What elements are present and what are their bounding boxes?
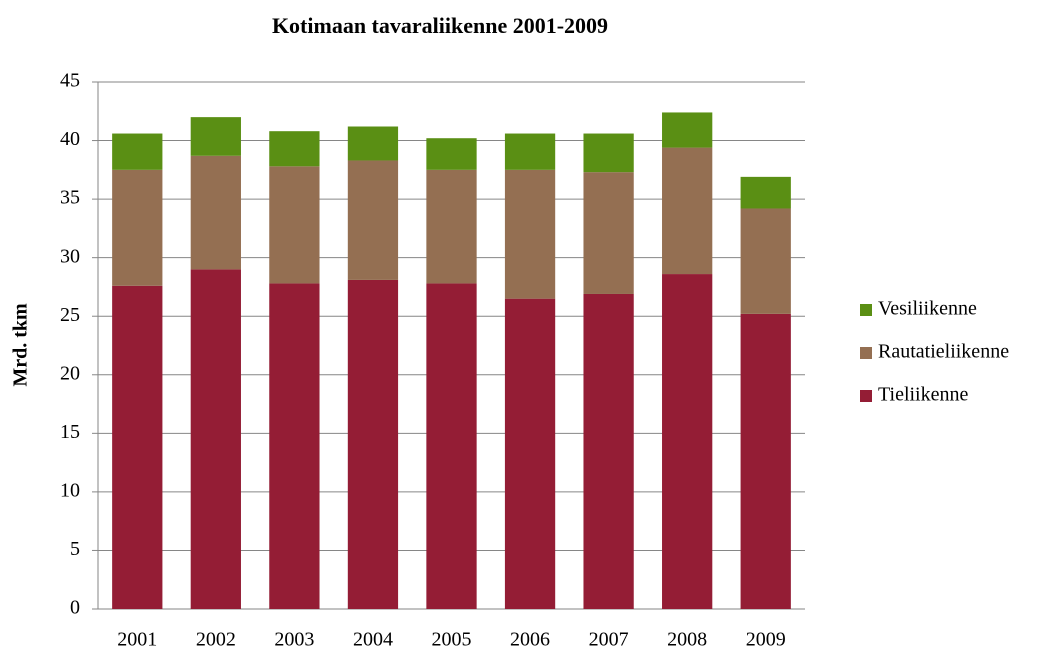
legend-swatch [860,390,872,402]
bar-segment [583,133,634,173]
bar-segment [583,172,634,294]
x-tick-label: 2008 [667,629,707,651]
bar-segment [190,269,241,609]
bar-segment [269,283,320,609]
bar-segment [269,166,320,284]
bar-segment [504,298,556,609]
x-tick-label: 2007 [589,629,629,651]
bar-segment [190,117,241,156]
x-tick-label: 2004 [353,629,393,651]
bar-segment [662,112,713,148]
bar-segment [190,155,241,270]
bar-segment [426,169,477,284]
bar-segment [662,274,713,609]
bar-segment [347,160,399,280]
legend-swatch [860,304,872,316]
legend-label: Vesiliikenne [878,298,977,320]
x-tick-label: 2005 [432,629,472,651]
bar-segment [112,285,163,609]
y-tick-label: 40 [60,128,80,150]
bar-segment [583,293,634,609]
bar-segment [740,176,791,209]
y-axis-label: Mrd. tkm [10,303,32,387]
y-tick-label: 0 [70,597,80,619]
bar-segment [662,147,713,275]
x-tick-label: 2006 [510,629,550,651]
bar-segment [112,133,163,170]
bar-segment [740,208,791,314]
y-tick-label: 15 [60,421,80,443]
legend-swatch [860,347,872,359]
bar-segment [347,126,399,161]
x-tick-label: 2009 [746,629,786,651]
bar-segment [740,313,791,609]
x-tick-label: 2001 [117,629,157,651]
y-tick-label: 30 [60,245,80,267]
bar-segment [504,133,556,170]
y-tick-label: 5 [70,538,80,560]
legend-label: Tieliikenne [878,384,968,406]
x-tick-label: 2002 [196,629,236,651]
bar-segment [426,138,477,170]
chart-title: Kotimaan tavaraliikenne 2001-2009 [272,13,608,38]
y-tick-label: 45 [60,70,80,92]
bar-segment [112,169,163,286]
y-tick-label: 20 [60,362,80,384]
bar-segment [269,131,320,167]
x-tick-label: 2003 [274,629,314,651]
y-tick-label: 10 [60,479,80,501]
y-tick-label: 25 [60,304,80,326]
legend-label: Rautatieliikenne [878,341,1009,363]
bar-segment [347,279,399,609]
y-tick-label: 35 [60,187,80,209]
bar-segment [504,169,556,299]
bar-segment [426,283,477,609]
